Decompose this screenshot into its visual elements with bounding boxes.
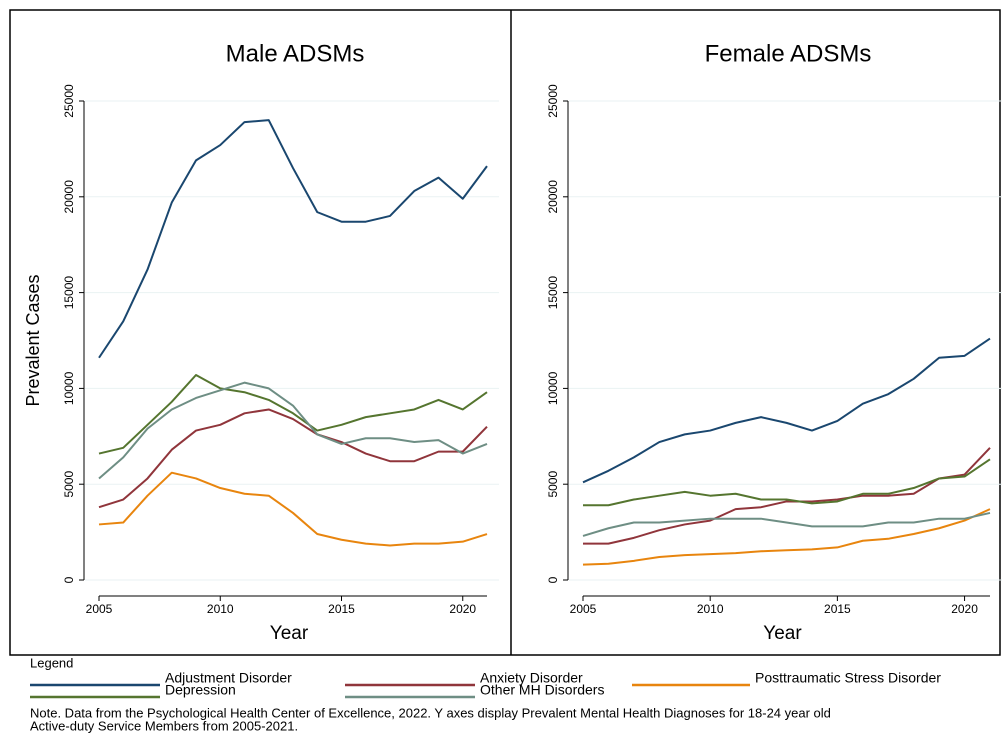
y-tick-label: 20000 (546, 180, 560, 214)
x-tick-label: 2005 (570, 602, 597, 616)
legend-label: Posttraumatic Stress Disorder (755, 670, 941, 686)
x-tick-label: 2020 (449, 602, 476, 616)
panel-title: Male ADSMs (226, 40, 365, 67)
y-tick-label: 5000 (62, 471, 76, 498)
panel-title: Female ADSMs (705, 40, 872, 67)
x-axis-label: Year (763, 623, 802, 644)
note: Note. Data from the Psychological Health… (30, 705, 831, 720)
y-tick-label: 15000 (546, 276, 560, 310)
x-tick-label: 2010 (207, 602, 234, 616)
series-line (98, 381, 488, 480)
series-line (98, 408, 488, 509)
series-line (98, 373, 488, 455)
y-tick-label: 20000 (62, 180, 76, 214)
legend-label: Anxiety Disorder (480, 670, 583, 686)
series-line (582, 337, 991, 484)
legend-label: Other MH Disorders (480, 682, 604, 698)
series-line (98, 119, 488, 359)
frame (9, 9, 1001, 656)
legend-label: Adjustment Disorder (165, 670, 292, 686)
y-tick-label: 0 (62, 576, 76, 583)
x-tick-label: 2015 (824, 602, 851, 616)
note: Active-duty Service Members from 2005-20… (30, 718, 298, 733)
series-line (583, 447, 991, 545)
y-tick-label: 15000 (62, 276, 76, 310)
series-line (583, 458, 991, 507)
y-tick-label: 5000 (546, 471, 560, 498)
y-tick-label: 10000 (62, 371, 76, 405)
x-tick-label: 2010 (697, 602, 724, 616)
x-axis-label: Year (270, 623, 309, 644)
y-tick-label: 25000 (546, 84, 560, 118)
y-tick-label: 25000 (62, 84, 76, 118)
y-tick-label: 10000 (546, 371, 560, 405)
x-tick-label: 2020 (951, 602, 978, 616)
x-tick-label: 2005 (86, 602, 113, 616)
y-axis-label: Prevalent Cases (23, 274, 43, 406)
legend-label: Depression (165, 682, 236, 698)
series-line (98, 471, 488, 547)
legend-title: Legend (30, 655, 73, 670)
series-line (582, 511, 991, 537)
y-tick-label: 0 (546, 576, 560, 583)
x-tick-label: 2015 (328, 602, 355, 616)
series-line (582, 508, 991, 566)
